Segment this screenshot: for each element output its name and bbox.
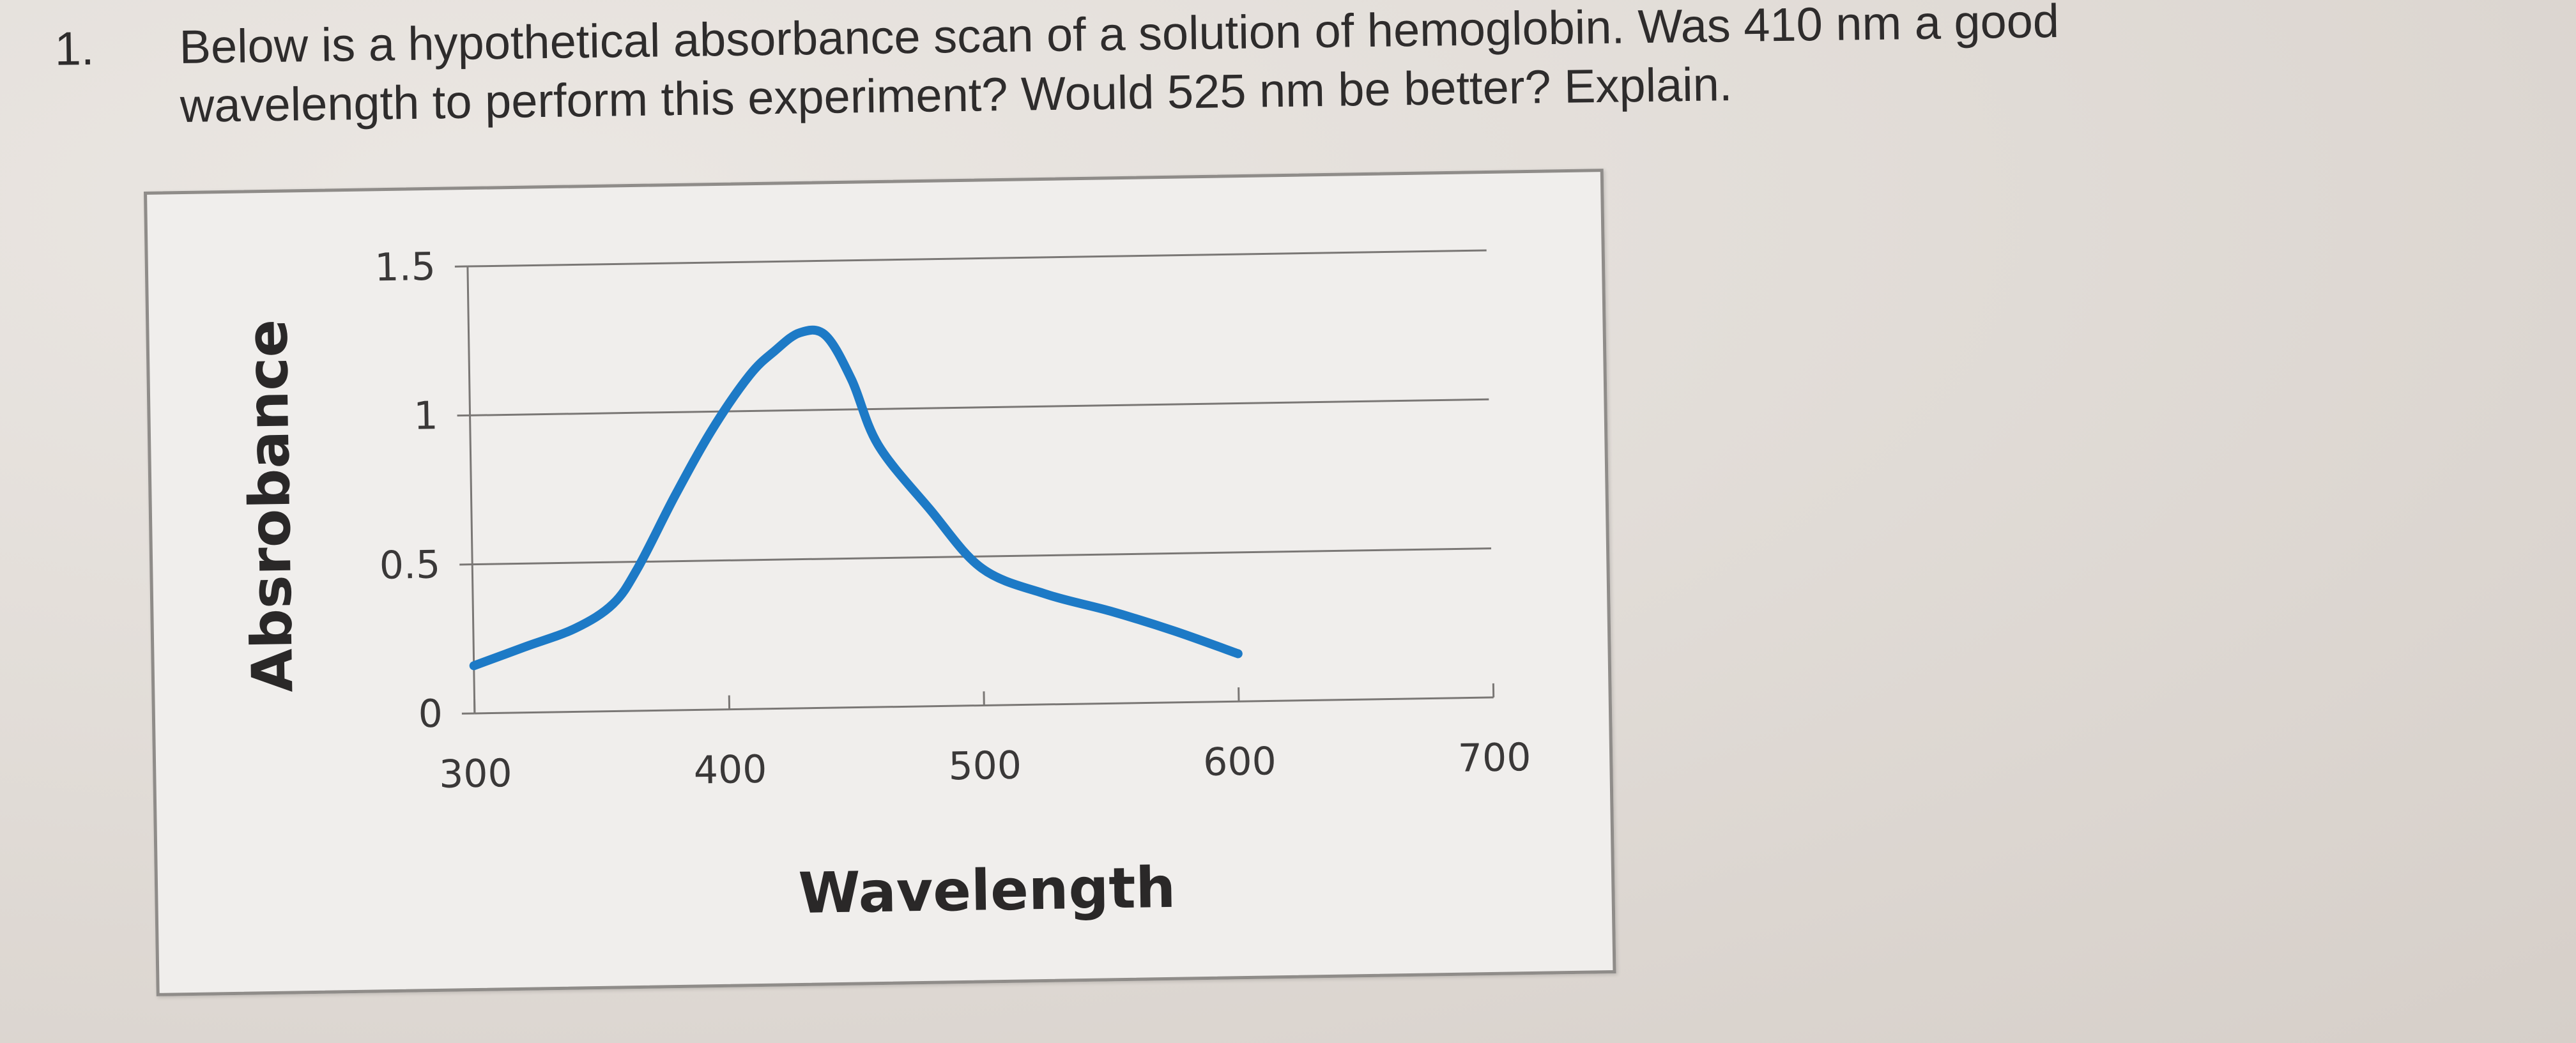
y-tick-label: 1 — [413, 393, 438, 439]
x-tick-label: 300 — [439, 751, 513, 797]
tick-labels: 0 0.5 1 1.5 300 400 500 600 700 — [374, 245, 1531, 797]
gridlines — [467, 249, 1492, 566]
absorbance-chart: 0 0.5 1 1.5 300 400 500 600 700 Wavelength Absro… — [144, 169, 1616, 996]
x-tick-label: 700 — [1457, 735, 1531, 781]
chart-svg: 0 0.5 1 1.5 300 400 500 600 700 Wavelength Absro… — [234, 245, 1531, 926]
x-tick-label: 500 — [948, 743, 1022, 789]
y-axis-title: Absrobance — [234, 319, 305, 693]
x-axis-title: Wavelength — [798, 855, 1176, 926]
gridline-y-2 — [470, 398, 1489, 416]
axes — [454, 265, 1495, 715]
question-number: 1. — [54, 21, 95, 75]
y-tick-label: 1.5 — [374, 245, 436, 290]
gridline-y-1 — [472, 547, 1492, 566]
x-tick-label: 600 — [1203, 739, 1277, 785]
gridline-y-3 — [467, 249, 1487, 268]
series-line-0 — [469, 325, 1243, 671]
y-tick-label: 0 — [418, 692, 443, 737]
y-axis-line — [466, 266, 476, 713]
y-tick-label: 0.5 — [379, 542, 441, 588]
x-tick-label: 400 — [693, 747, 767, 793]
question-text: 1. Below is a hypothetical absorbance sc… — [54, 0, 2512, 135]
series-layer — [469, 325, 1243, 671]
